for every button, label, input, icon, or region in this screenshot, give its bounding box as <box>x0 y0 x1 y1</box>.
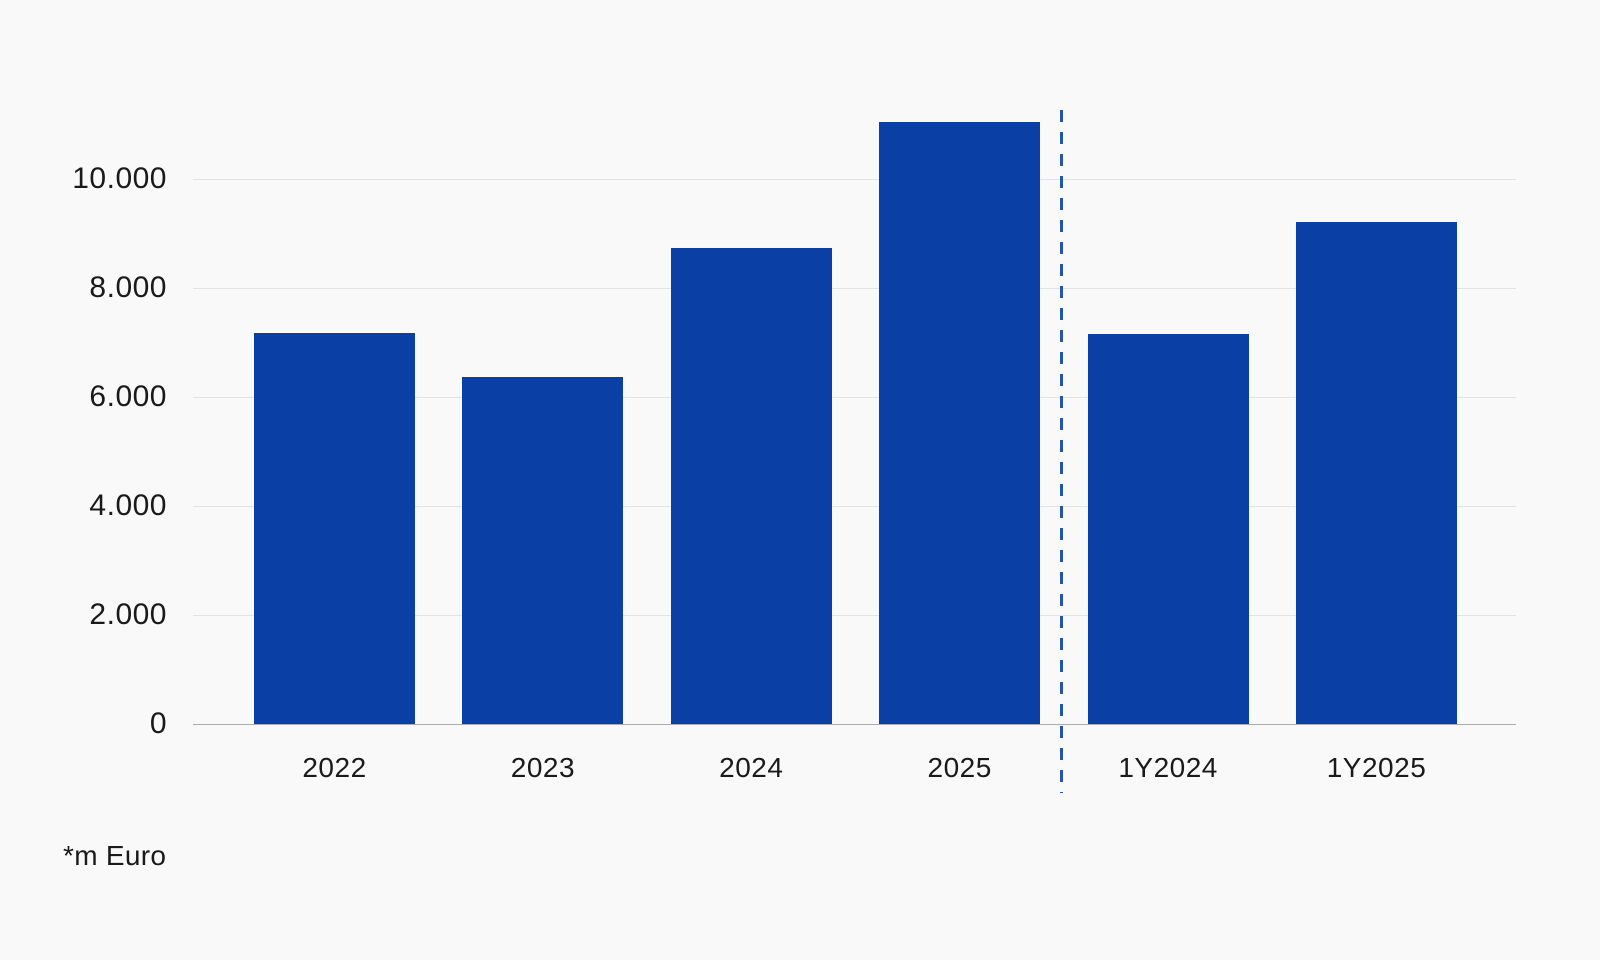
x-tick-label-2023: 2023 <box>510 752 576 783</box>
period-separator-dashed-line <box>1059 110 1063 793</box>
bar-2022 <box>254 333 415 724</box>
y-tick-label: 4.000 <box>89 489 167 522</box>
x-tick-label-2025: 2025 <box>927 752 992 783</box>
unit-footnote: *m Euro <box>63 840 167 871</box>
y-tick-label: 10.000 <box>72 162 167 195</box>
gridline <box>193 288 1516 289</box>
bar-2023 <box>462 377 624 724</box>
gridline <box>193 397 1516 398</box>
gridline <box>193 506 1516 507</box>
zero-gridline <box>193 724 1516 725</box>
gridline <box>193 615 1516 616</box>
bar-1Y2025 <box>1296 222 1457 724</box>
x-tick-label-2024: 2024 <box>719 752 784 783</box>
bar-2025 <box>879 121 1041 724</box>
y-tick-label: 8.000 <box>89 271 167 304</box>
bar-1Y2024 <box>1087 333 1249 724</box>
x-tick-label-2022: 2022 <box>302 752 367 783</box>
y-tick-label: 6.000 <box>89 380 167 413</box>
x-tick-label-1Y2025: 1Y2025 <box>1326 752 1427 783</box>
x-tick-label-1Y2024: 1Y2024 <box>1118 752 1218 783</box>
gridline <box>193 179 1516 180</box>
bar-2024 <box>670 248 832 724</box>
y-tick-label: 2.000 <box>89 598 167 631</box>
y-tick-label: 0 <box>149 707 167 740</box>
